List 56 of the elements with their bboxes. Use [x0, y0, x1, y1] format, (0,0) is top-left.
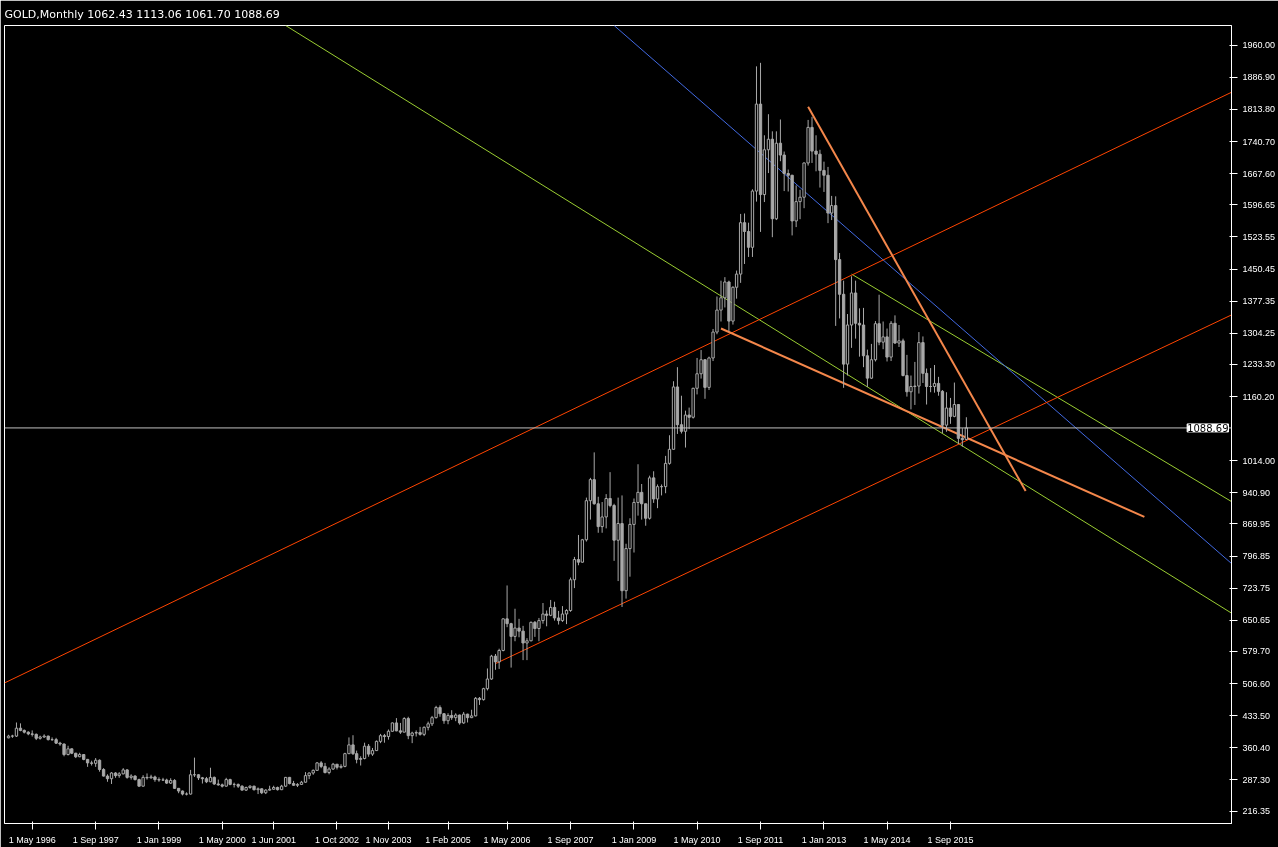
candlestick: [256, 786, 260, 795]
candlestick: [418, 726, 422, 737]
x-tick-label: 1 Jun 2001: [251, 834, 296, 845]
y-tick-label: 650.65: [1242, 615, 1271, 626]
y-tick-label: 1740.70: [1242, 136, 1276, 147]
x-tick-label: 1 Nov 2003: [365, 834, 412, 845]
y-tick-label: 506.60: [1242, 678, 1271, 689]
candlestick: [513, 608, 517, 642]
candlestick: [533, 620, 537, 638]
x-tick-label: 1 May 1996: [8, 834, 56, 845]
y-tick-label: 1450.45: [1242, 264, 1276, 275]
chart-title: GOLD,Monthly 1062.43 1113.06 1061.70 1088.69: [4, 7, 280, 21]
y-tick-label: 1233.30: [1242, 359, 1276, 370]
candlestick: [406, 716, 410, 740]
y-tick-label: 869.95: [1242, 519, 1271, 529]
candlestick: [157, 776, 161, 783]
y-tick-label: 1160.20: [1242, 391, 1275, 402]
ref-line-label: 1088.69: [1187, 422, 1229, 434]
candlestick: [948, 397, 953, 425]
y-tick-label: 796.85: [1242, 551, 1271, 562]
candlestick: [248, 784, 252, 790]
x-tick-label: 1 Oct 2002: [314, 834, 360, 845]
x-tick-label: 1 Feb 2005: [425, 834, 471, 845]
x-tick-label: 1 May 2006: [483, 834, 531, 845]
x-tick-label: 1 May 2010: [673, 834, 721, 845]
y-tick-label: 1377.35: [1242, 296, 1276, 307]
x-tick-label: 1 Sep 2007: [547, 834, 594, 845]
y-tick-label: 1523.55: [1242, 231, 1276, 242]
y-tick-label: 579.70: [1242, 646, 1271, 657]
candlestick: [438, 704, 442, 718]
x-tick-label: 1 Jan 2009: [611, 834, 657, 845]
y-tick-label: 360.40: [1242, 742, 1271, 753]
y-tick-label: 433.50: [1242, 710, 1271, 721]
y-tick-label: 216.35: [1242, 806, 1271, 817]
y-tick-label: 723.75: [1242, 583, 1271, 594]
x-tick-label: 1 May 2014: [863, 834, 911, 845]
candlestick: [149, 774, 153, 780]
x-tick-label: 1 May 2000: [198, 834, 246, 845]
x-tick-label: 1 Sep 2015: [927, 834, 974, 845]
candlestick: [446, 712, 450, 725]
y-tick-label: 1596.65: [1242, 199, 1276, 210]
y-tick-label: 1813.80: [1242, 104, 1276, 115]
candlestick: [944, 391, 949, 433]
y-tick-label: 940.90: [1242, 487, 1271, 498]
x-tick-label: 1 Sep 2011: [737, 834, 784, 845]
y-tick-label: 287.30: [1242, 774, 1271, 785]
x-tick-label: 1 Sep 1997: [72, 834, 119, 845]
x-tick-label: 1 Jan 1999: [136, 834, 182, 845]
y-tick-label: 1960.00: [1242, 40, 1276, 51]
y-tick-label: 1014.00: [1242, 455, 1276, 466]
candlestick: [600, 501, 604, 534]
candlestick: [932, 364, 937, 394]
y-tick-label: 1886.90: [1242, 72, 1276, 83]
y-tick-label: 1667.60: [1242, 168, 1276, 179]
x-tick-label: 1 Jan 2013: [801, 834, 847, 845]
y-tick-label: 1304.25: [1242, 328, 1276, 339]
